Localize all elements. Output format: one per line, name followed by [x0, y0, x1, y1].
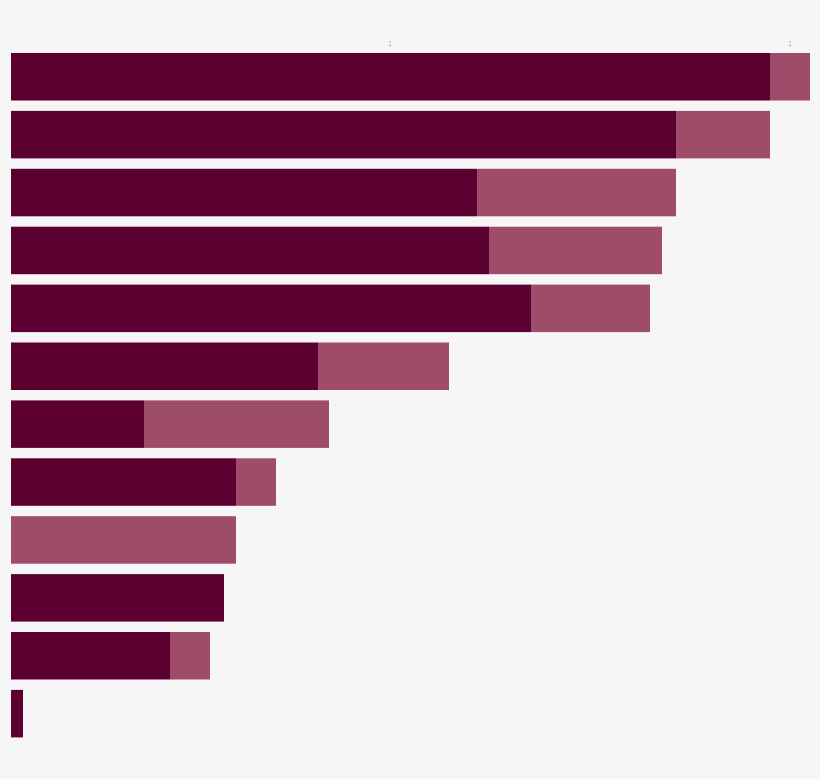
bar-row-10-series-1: [11, 574, 224, 622]
bar-row-11-series-2: [170, 632, 210, 680]
x-tick-label: :: [788, 39, 791, 49]
bar-row-2-series-1: [11, 110, 676, 159]
x-tick-label: :: [388, 39, 391, 49]
bar-row-7-series-1: [11, 400, 144, 448]
bar-row-6-series-2: [318, 342, 449, 390]
bar-row-8-series-2: [236, 458, 276, 506]
bar-row-12-series-1: [11, 689, 23, 738]
bar-row-4-series-1: [11, 226, 489, 275]
bar-row-2-series-2: [676, 110, 770, 159]
bar-row-11-series-1: [11, 632, 170, 680]
bar-row-3-series-2: [477, 168, 676, 217]
bar-row-6-series-1: [11, 342, 318, 390]
bar-row-1-series-1: [11, 53, 770, 101]
bar-row-9-series-2: [11, 516, 236, 564]
bar-row-8-series-1: [11, 458, 236, 506]
bar-row-7-series-2: [144, 400, 329, 448]
bar-row-1-series-2: [770, 53, 810, 101]
bar-row-5-series-2: [531, 284, 650, 333]
bar-row-5-series-1: [11, 284, 531, 333]
bar-row-4-series-2: [489, 226, 662, 275]
bar-row-3-series-1: [11, 168, 477, 217]
